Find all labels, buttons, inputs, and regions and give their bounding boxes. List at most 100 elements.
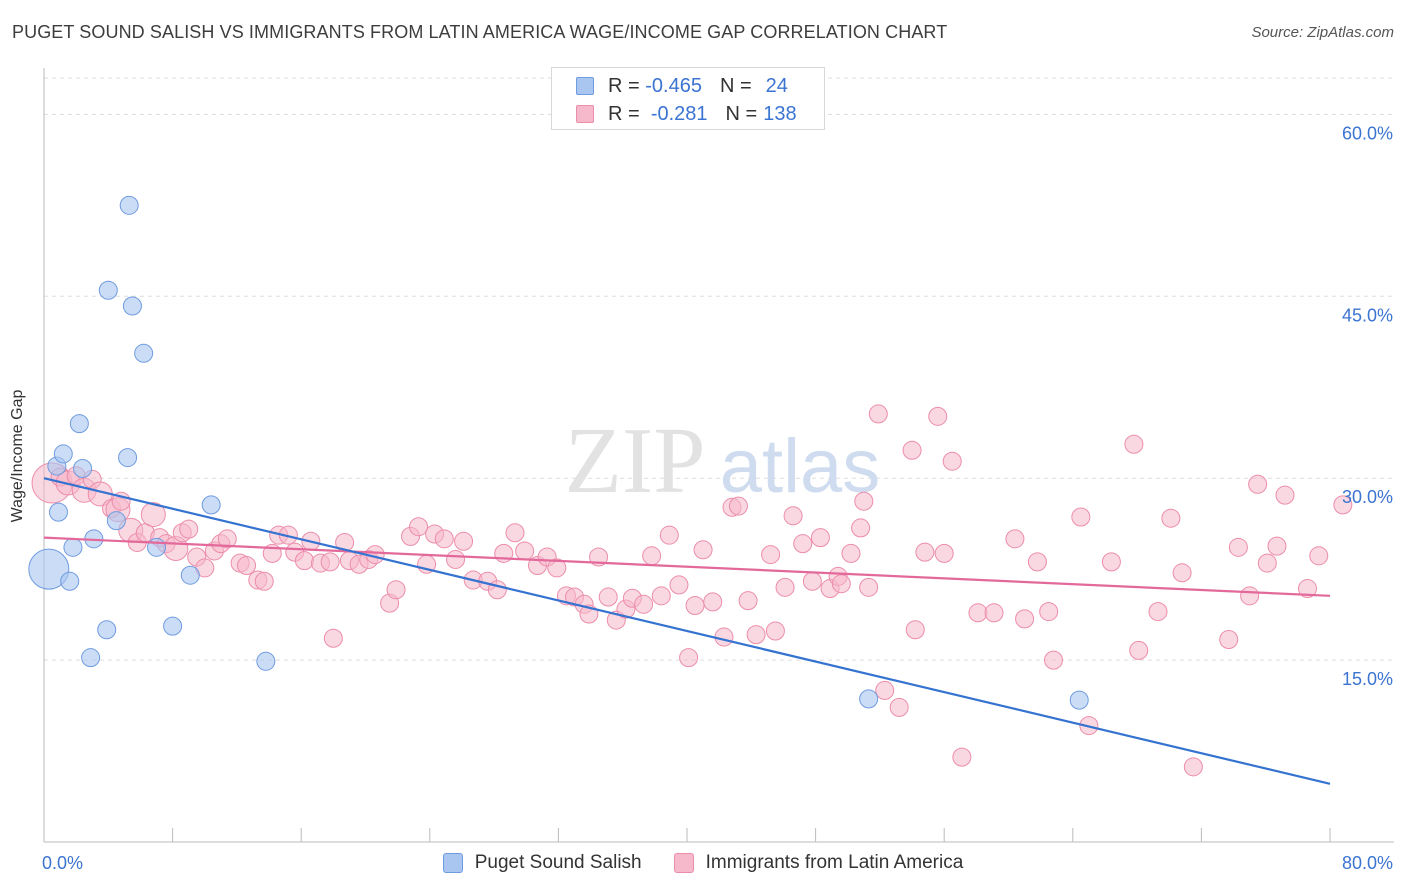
salish-point <box>118 448 138 468</box>
latin-america-point <box>775 577 795 597</box>
axes <box>43 68 1394 843</box>
latin-america-point <box>1027 552 1047 572</box>
latin-america-point <box>1148 602 1168 622</box>
latin-america-point <box>217 529 237 549</box>
latin-america-point <box>409 517 429 537</box>
salish-point <box>97 620 117 640</box>
latin-america-point <box>1172 563 1192 583</box>
trend-line-puget-sound-salish <box>43 477 1331 785</box>
latin-america-point <box>1257 553 1277 573</box>
y-tick-label: 30.0% <box>1342 487 1393 507</box>
latin-america-point <box>1275 485 1295 505</box>
latin-america-point <box>547 558 567 578</box>
y-tick-label: 45.0% <box>1342 305 1393 325</box>
latin-america-point <box>679 648 699 668</box>
latin-america-point <box>320 552 340 572</box>
salish-point <box>256 651 276 671</box>
legend-box: R = -0.465 N = 24 R = -0.281 N = 138 <box>551 67 825 130</box>
salish-point <box>163 616 183 636</box>
latin-america-point <box>1124 434 1144 454</box>
latin-america-point <box>714 627 734 647</box>
legend-n-label: N = <box>725 102 758 125</box>
legend-row-salish: R = -0.465 N = 24 <box>576 74 788 98</box>
legend-n-value-salish: 24 <box>765 74 788 97</box>
latin-america-point <box>761 545 781 565</box>
legend-swatch-latin <box>576 105 594 123</box>
series-puget-sound-salish-points <box>28 195 1089 710</box>
salish-point <box>60 571 80 591</box>
latin-america-point <box>598 587 618 607</box>
trend-lines <box>43 477 1331 785</box>
latin-america-point <box>659 525 679 545</box>
salish-point <box>119 195 139 215</box>
latin-america-point <box>237 556 257 576</box>
latin-america-point <box>851 518 871 538</box>
latin-america-point <box>1101 552 1121 572</box>
source-label: Source: ZipAtlas.com <box>1251 24 1394 41</box>
latin-america-point <box>1240 586 1260 606</box>
salish-point <box>63 537 83 557</box>
latin-america-point <box>1039 602 1059 622</box>
legend-r-label: R = <box>608 102 640 125</box>
series-latin-america-points <box>31 404 1353 777</box>
watermark-zip: ZIP <box>565 409 706 513</box>
bottom-legend-item-salish: Puget Sound Salish <box>442 852 642 874</box>
latin-america-point <box>934 543 954 563</box>
salish-point <box>122 296 142 316</box>
latin-america-point <box>1005 529 1025 549</box>
salish-point <box>73 458 93 478</box>
latin-america-point <box>1044 650 1064 670</box>
latin-america-point <box>746 625 766 645</box>
latin-america-point <box>810 528 830 548</box>
salish-point <box>147 537 167 557</box>
salish-point <box>28 548 70 590</box>
latin-america-point <box>386 580 406 600</box>
salish-point <box>69 414 89 434</box>
latin-america-point <box>446 549 466 569</box>
latin-america-point <box>323 628 343 648</box>
latin-america-point <box>634 594 654 614</box>
latin-america-point <box>1267 536 1287 556</box>
trend-line-latin-america <box>43 536 1331 597</box>
salish-point <box>48 502 68 522</box>
legend-swatch-salish <box>576 77 594 95</box>
latin-america-point <box>889 697 909 717</box>
salish-point <box>180 565 200 585</box>
salish-point <box>53 444 73 464</box>
bottom-legend: Puget Sound Salish Immigrants from Latin… <box>0 852 1406 874</box>
salish-point <box>859 689 879 709</box>
latin-america-point <box>1129 640 1149 660</box>
latin-america-point <box>783 506 803 526</box>
latin-america-point <box>841 543 861 563</box>
latin-america-point <box>905 620 925 640</box>
tick-labels: 15.0% 30.0% 45.0% 60.0% 0.0% 80.0% <box>42 123 1393 873</box>
latin-america-point <box>793 534 813 554</box>
latin-america-point <box>685 596 705 616</box>
latin-america-point <box>140 502 166 528</box>
y-axis-label: Wage/Income Gap <box>9 389 26 523</box>
bottom-legend-swatch-salish <box>442 853 463 873</box>
latin-america-point <box>831 574 851 594</box>
legend-n-value-latin: 138 <box>763 102 797 125</box>
latin-america-point <box>728 496 748 516</box>
bottom-legend-swatch-latin <box>673 853 694 873</box>
latin-america-point <box>915 542 935 562</box>
latin-america-point <box>254 571 274 591</box>
latin-america-point <box>515 541 535 561</box>
latin-america-point <box>1015 609 1035 629</box>
latin-america-point <box>703 592 723 612</box>
latin-america-point <box>802 571 822 591</box>
legend-r-value-salish: -0.465 <box>645 74 702 97</box>
bottom-legend-label-salish: Puget Sound Salish <box>474 852 642 873</box>
x-tick-label-start: 0.0% <box>42 853 83 873</box>
latin-america-point <box>984 603 1004 623</box>
latin-america-point <box>942 451 962 471</box>
salish-point <box>81 648 101 668</box>
latin-america-point <box>1309 546 1329 566</box>
bottom-legend-label-latin: Immigrants from Latin America <box>705 852 964 873</box>
latin-america-point <box>1333 495 1353 515</box>
latin-america-point <box>765 621 785 641</box>
latin-america-point <box>693 540 713 560</box>
salish-point <box>1069 690 1089 710</box>
